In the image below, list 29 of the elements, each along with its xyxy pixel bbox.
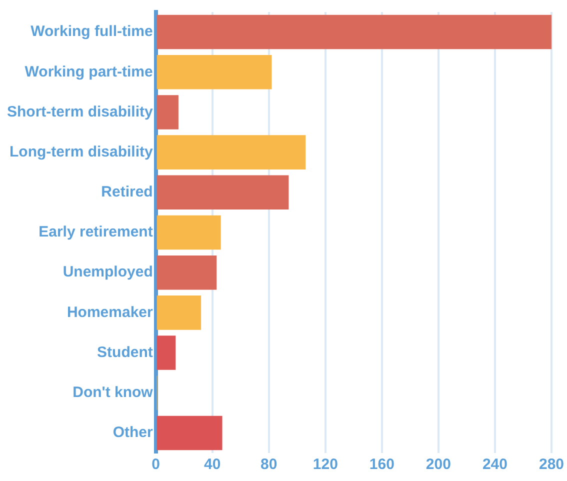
- y-tick-label: Working full-time: [30, 23, 153, 40]
- x-tick-label: 120: [312, 456, 338, 474]
- bar: [156, 55, 272, 90]
- x-tick-label: 40: [204, 456, 221, 474]
- y-tick-label: Long-term disability: [10, 143, 154, 160]
- bar: [156, 336, 176, 370]
- y-tick-label: Retired: [101, 184, 153, 201]
- bar: [156, 135, 306, 170]
- bar: [156, 255, 217, 290]
- x-tick-label: 240: [482, 456, 508, 474]
- bar: [156, 14, 552, 50]
- x-tick-label: 80: [260, 456, 278, 474]
- y-tick-label: Other: [112, 424, 154, 442]
- bar: [156, 215, 221, 250]
- bar: [156, 416, 222, 450]
- y-tick-label: Homemaker: [66, 304, 154, 321]
- y-tick-label: Working part-time: [24, 63, 153, 80]
- bar: [156, 296, 202, 330]
- x-tick-label: 0: [152, 456, 160, 474]
- x-tick-label: 160: [369, 456, 394, 474]
- x-tick-label: 200: [426, 456, 451, 474]
- y-tick-label: Student: [97, 344, 153, 361]
- y-tick-label: Short-term disability: [6, 103, 154, 120]
- y-tick-label: Don't know: [72, 384, 154, 402]
- bar: [156, 95, 178, 130]
- bar: [156, 175, 289, 210]
- x-tick-label: 280: [538, 456, 564, 474]
- y-tick-label: Early retirement: [38, 224, 153, 241]
- y-tick-label: Unemployed: [62, 264, 153, 281]
